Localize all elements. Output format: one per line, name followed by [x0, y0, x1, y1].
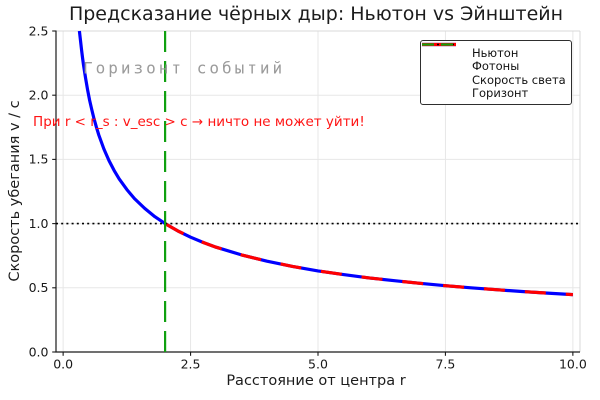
y-tick-label: 1.0: [29, 216, 49, 231]
legend-item-newton: Ньютон: [422, 42, 565, 60]
event-horizon-annotation: Горизонт событий: [83, 58, 286, 78]
legend-swatch-newton-line: [422, 42, 465, 57]
x-tick-label: 5.0: [308, 357, 328, 372]
y-tick-label: 0.0: [29, 344, 49, 359]
y-tick-label: 2.5: [29, 23, 49, 38]
y-axis-label: Скорость убегания v / c: [7, 100, 23, 282]
x-tick-label: 2.5: [181, 357, 201, 372]
y-tick-label: 0.5: [29, 280, 49, 295]
legend-swatch-horizon-line: [422, 43, 465, 97]
legend-label: Скорость света: [472, 72, 566, 87]
legend-swatch-svg: [422, 43, 456, 46]
x-tick-label: 7.5: [435, 357, 455, 372]
x-axis-label: Расстояние от центра r: [226, 373, 406, 389]
legend-item-horizon: Горизонт: [422, 43, 565, 100]
legend-label: Фотоны: [472, 59, 520, 74]
no-escape-annotation: При r < r_s : v_esc > c → ничто не может…: [33, 114, 365, 131]
y-tick-label: 1.5: [29, 152, 49, 167]
legend-label: Горизонт: [472, 85, 529, 100]
legend-box: Ньютон Фотоны Скорость света Горизонт: [420, 40, 572, 105]
legend-label: Ньютон: [472, 46, 519, 60]
x-tick-label: 0.0: [53, 357, 73, 372]
chart-title: Предсказание чёрных дыр: Ньютон vs Эйншт…: [68, 3, 564, 25]
legend-item-light-speed: Скорость света: [422, 43, 566, 87]
series-line-Фотоны: [164, 222, 573, 297]
legend-swatch-photons-line: [422, 42, 465, 70]
x-tick-label: 10.0: [559, 357, 587, 372]
legend-item-photons: Фотоны: [422, 42, 565, 74]
legend-swatch-light-speed-line: [422, 43, 465, 84]
y-tick-label: 2.0: [29, 88, 49, 103]
